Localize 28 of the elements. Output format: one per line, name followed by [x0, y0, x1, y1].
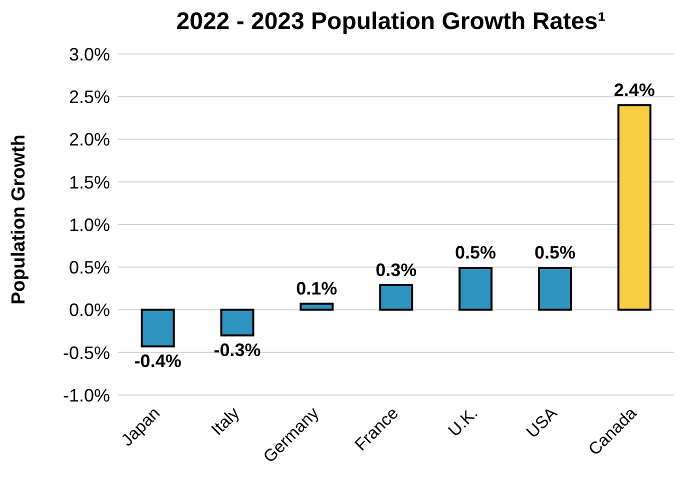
data-label: 2.4%: [614, 80, 655, 100]
bar: [458, 266, 493, 311]
data-label: 0.1%: [296, 278, 338, 299]
bar: [379, 284, 414, 311]
y-tick-label: 0.0%: [68, 300, 110, 320]
data-label: -0.4%: [134, 351, 182, 372]
y-tick-label: 1.0%: [68, 214, 110, 235]
data-label: 0.3%: [376, 260, 417, 280]
y-tick-label: -1.0%: [62, 385, 110, 406]
data-label: -0.3%: [214, 340, 261, 360]
x-tick-label: USA: [522, 403, 562, 442]
y-tick-label: 0.5%: [68, 258, 110, 278]
x-tick-label: Italy: [208, 403, 244, 440]
bar: [538, 266, 572, 311]
bar: [617, 104, 652, 311]
bar: [300, 302, 334, 311]
bar: [140, 308, 175, 348]
y-tick-label: 1.5%: [68, 172, 110, 192]
y-tick-label: 3.0%: [68, 44, 110, 64]
data-label: 0.5%: [534, 242, 576, 263]
data-label: 0.5%: [455, 242, 496, 263]
y-tick-label: -0.5%: [62, 342, 110, 363]
bar: [220, 308, 254, 336]
y-axis-title: Population Growth: [8, 134, 30, 304]
x-tick-label: U.K.: [444, 404, 482, 440]
y-tick-label: 2.5%: [68, 87, 110, 108]
y-tick-label: 2.0%: [68, 130, 110, 150]
chart-title: 2022 - 2023 Population Growth Rates¹: [175, 8, 607, 36]
